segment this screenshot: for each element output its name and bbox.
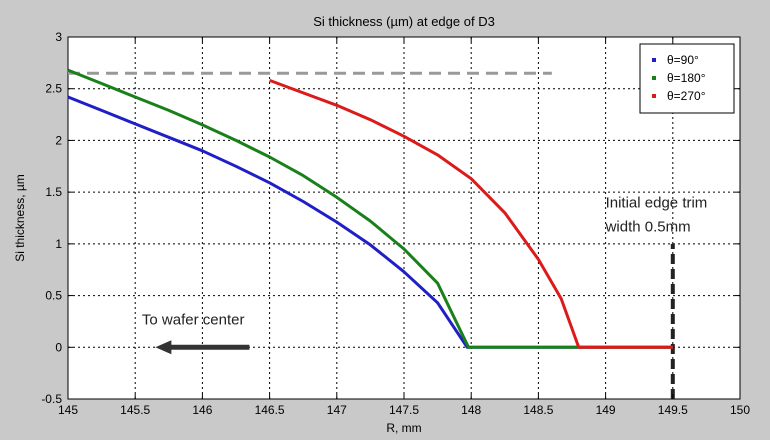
x-tick-label: 150 (730, 403, 750, 417)
annotation-text: Initial edge trim (606, 195, 708, 212)
annotation-text: To wafer center (142, 312, 245, 329)
series-line-1 (67, 95, 673, 349)
x-tick-label: 147.5 (389, 403, 419, 417)
ticks: 145 145.5 146 146.5 147 147.5 148 148.5 149 149.5… (41, 30, 750, 417)
y-tick-label: 2.5 (45, 82, 62, 96)
y-tick-label: 1.5 (45, 185, 62, 199)
y-tick-label: 0 (55, 340, 62, 354)
x-tick-label: 146 (192, 403, 212, 417)
y-tick-label: 3 (55, 30, 62, 44)
wafer-center-arrow-head (155, 340, 172, 355)
x-tick-label: 149 (596, 403, 616, 417)
legend-label-180: θ=180° (667, 71, 706, 85)
series-line-2 (67, 68, 673, 349)
y-tick-label: 1 (55, 237, 62, 251)
reference-lines (68, 71, 675, 399)
legend-marker-270 (652, 94, 656, 98)
y-tick-label: 0.5 (45, 289, 62, 303)
x-tick-label: 145 (58, 403, 78, 417)
annotations: Initial edge trim width 0.5mm To wafer cen… (142, 195, 707, 355)
y-tick-label: -0.5 (41, 392, 62, 406)
chart-title: Si thickness (µm) at edge of D3 (313, 14, 495, 29)
x-tick-label: 148 (461, 403, 481, 417)
legend-marker-90 (652, 58, 656, 62)
x-tick-label: 147 (327, 403, 347, 417)
y-axis-label: Si thickness, µm (13, 174, 27, 262)
x-tick-label: 149.5 (658, 403, 688, 417)
x-tick-label: 146.5 (255, 403, 285, 417)
legend-label-270: θ=270° (667, 89, 706, 103)
annotation-text: width 0.5mm (605, 218, 691, 235)
y-tick-label: 2 (55, 133, 62, 147)
legend: θ=90° θ=180° θ=270° (639, 43, 735, 114)
x-axis-label: R, mm (386, 421, 421, 435)
x-tick-label: 145.5 (120, 403, 150, 417)
legend-marker-180 (652, 76, 656, 80)
x-tick-label: 148.5 (523, 403, 553, 417)
series-lines (67, 68, 673, 349)
legend-label-90: θ=90° (667, 53, 699, 67)
series-line-3 (269, 78, 673, 349)
